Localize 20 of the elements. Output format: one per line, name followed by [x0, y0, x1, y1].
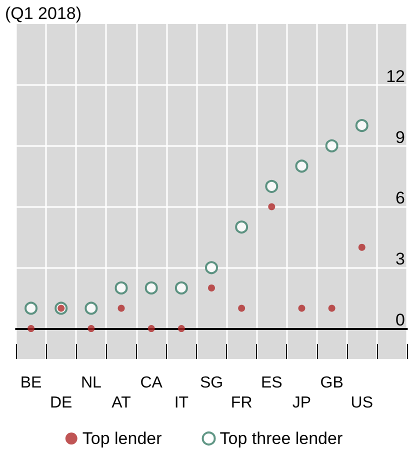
x-tick-label: GB	[320, 374, 344, 392]
y-tick-label: 3	[396, 250, 405, 269]
y-tick-label: 9	[396, 128, 405, 147]
x-tick-label: NL	[80, 374, 102, 392]
x-tick-label: SG	[200, 374, 224, 392]
x-tick-label: FR	[230, 394, 252, 412]
x-tick-label: BE	[20, 374, 42, 392]
x-tick-label: IT	[174, 394, 189, 412]
x-tick-label: AT	[112, 394, 132, 412]
x-tick-label: JP	[292, 394, 312, 412]
x-tick-label: US	[350, 394, 373, 412]
legend-label: Top three lender	[220, 429, 343, 448]
chart-title: (Q1 2018)	[5, 4, 82, 23]
y-tick-label: 0	[396, 310, 405, 330]
legend-label: Top lender	[82, 429, 162, 448]
y-tick-label: 6	[396, 188, 405, 208]
y-tick-label: 12	[386, 66, 405, 86]
x-tick-label: CA	[140, 374, 163, 392]
x-tick-label: ES	[260, 374, 282, 392]
x-tick-label: DE	[50, 394, 72, 412]
